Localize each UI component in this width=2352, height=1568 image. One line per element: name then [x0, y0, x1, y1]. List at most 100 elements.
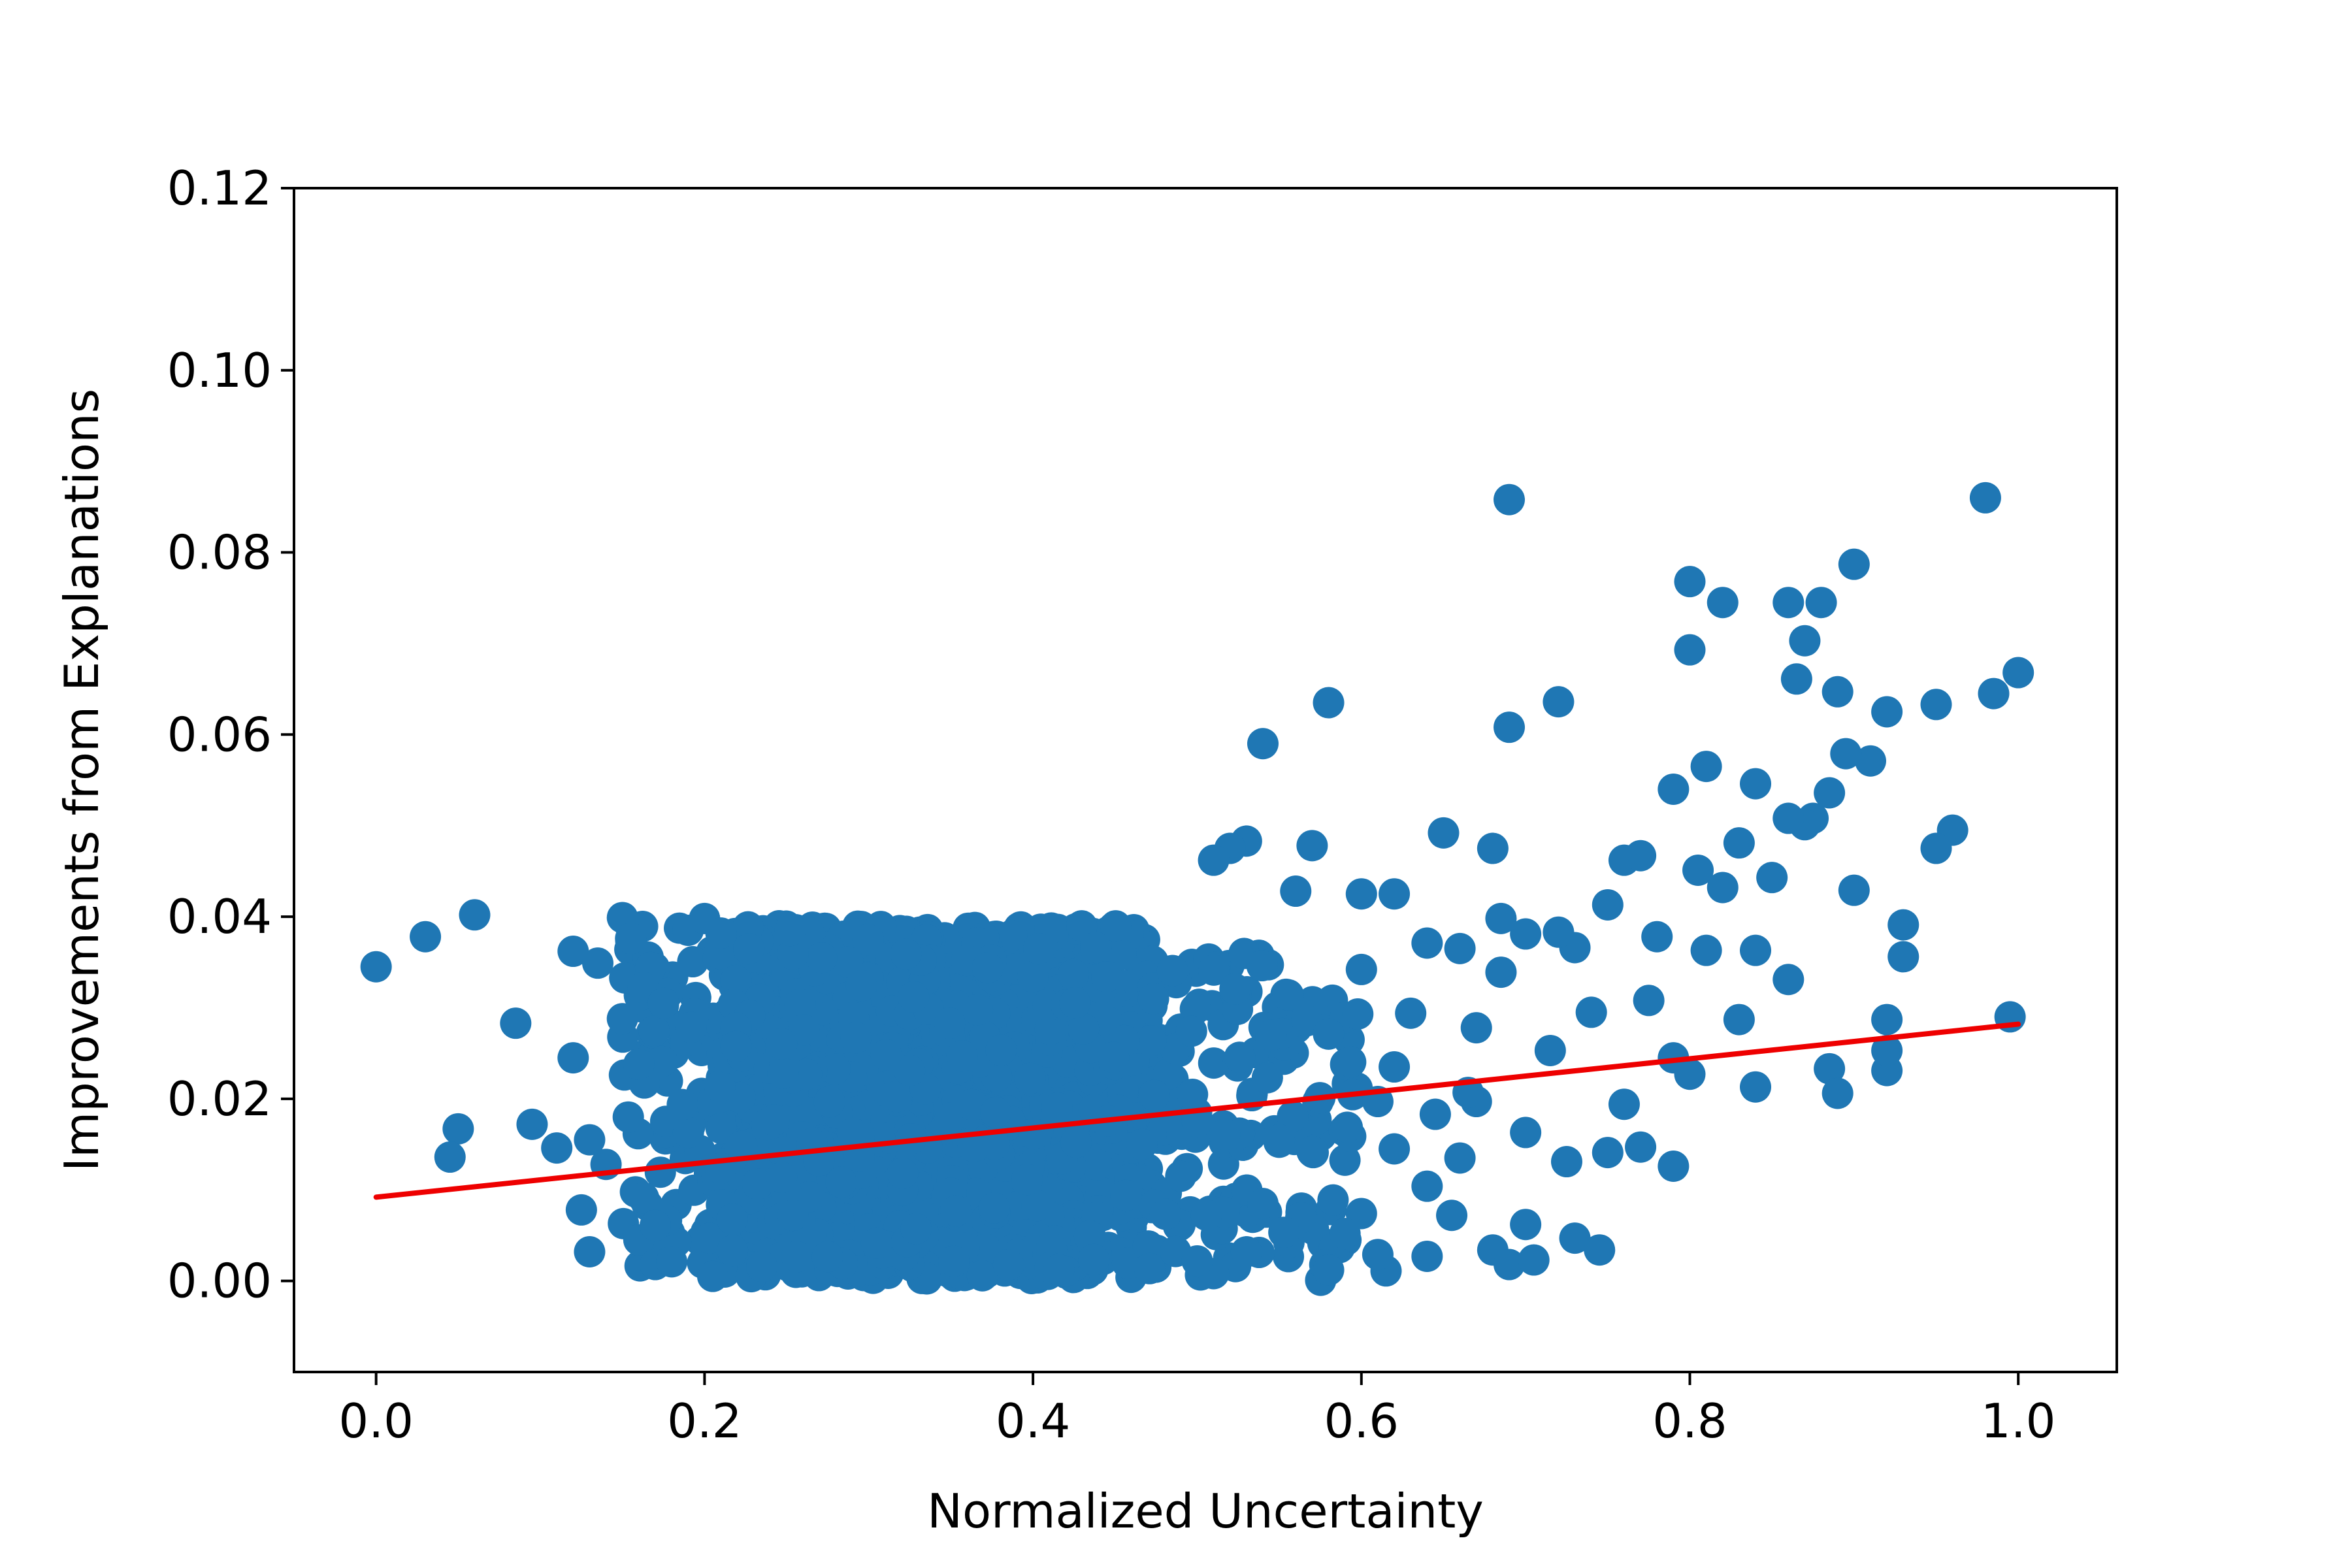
scatter-point — [582, 947, 613, 979]
scatter-point — [1814, 777, 1846, 809]
scatter-point — [1181, 1245, 1213, 1277]
scatter-point — [1494, 483, 1525, 515]
scatter-point — [1411, 927, 1443, 959]
scatter-point — [1608, 1088, 1640, 1120]
scatter-point — [1014, 1062, 1046, 1094]
scatter-point — [1633, 985, 1665, 1017]
scatter-point — [1313, 687, 1345, 719]
scatter-point — [840, 1022, 872, 1054]
scatter-point — [887, 1158, 919, 1190]
scatter-point — [1137, 983, 1169, 1015]
scatter-point — [1625, 1131, 1657, 1163]
scatter-point — [1740, 934, 1772, 966]
scatter-point — [777, 938, 809, 970]
scatter-point — [1411, 1240, 1443, 1272]
scatter-point — [459, 899, 491, 931]
x-axis: 0.0 0.2 0.4 0.6 0.8 1.0 — [338, 1372, 2055, 1448]
scatter-point — [1177, 1079, 1209, 1111]
scatter-point — [1477, 832, 1509, 864]
scatter-point — [1098, 1041, 1130, 1073]
scatter-point — [1411, 1170, 1443, 1202]
scatter-point — [1838, 548, 1870, 580]
scatter-point — [1255, 1019, 1287, 1051]
scatter-point — [957, 1130, 989, 1162]
scatter-point — [898, 981, 930, 1013]
scatter-point — [806, 942, 838, 974]
scatter-point — [646, 1045, 678, 1077]
scatter-point — [1156, 955, 1188, 987]
scatter-point — [1690, 751, 1722, 783]
x-tick-label: 0.6 — [1324, 1394, 1399, 1448]
scatter-point — [716, 1203, 748, 1235]
scatter-point — [1830, 738, 1862, 770]
scatter-point — [1805, 587, 1837, 619]
scatter-point — [1060, 1126, 1092, 1158]
scatter-point — [1436, 1200, 1468, 1232]
scatter-point — [1246, 950, 1278, 982]
scatter-point — [1740, 1071, 1772, 1103]
scatter-point — [1444, 1142, 1476, 1174]
scatter-point — [557, 936, 589, 968]
scatter-point — [1247, 1188, 1279, 1220]
trend-layer — [373, 1021, 2021, 1200]
scatter-point — [1682, 854, 1714, 886]
scatter-point — [1345, 878, 1377, 910]
scatter-point — [777, 1200, 809, 1232]
scatter-point — [516, 1108, 548, 1140]
scatter-point — [970, 1233, 1002, 1265]
scatter-point — [705, 1113, 737, 1145]
scatter-point — [1078, 1243, 1110, 1275]
scatter-point — [623, 1048, 655, 1080]
scatter-point — [1428, 817, 1460, 849]
scatter-point — [1641, 921, 1673, 953]
scatter-point — [985, 1034, 1017, 1066]
scatter-point — [746, 1250, 778, 1282]
scatter-point — [1345, 953, 1377, 985]
scatter-point — [1251, 1062, 1283, 1094]
scatter-point — [500, 1007, 532, 1039]
scatter-point — [1584, 1234, 1616, 1266]
scatter-point — [1313, 1018, 1345, 1050]
x-tick-label: 0.4 — [996, 1394, 1071, 1448]
scatter-point — [677, 946, 709, 978]
scatter-point — [1658, 1150, 1690, 1182]
scatter-point — [1165, 1160, 1197, 1192]
plot-frame — [293, 187, 2118, 1373]
scatter-point — [704, 1070, 736, 1102]
scatter-point — [1395, 997, 1427, 1029]
scatter-point — [1674, 566, 1706, 598]
scatter-point — [1081, 1149, 1113, 1181]
scatter-point — [1592, 1137, 1624, 1169]
scatter-point — [1296, 830, 1328, 862]
scatter-point — [615, 923, 647, 955]
scatter-point — [639, 1209, 671, 1241]
scatter-point — [766, 1161, 798, 1193]
scatter-point — [1198, 844, 1230, 876]
scatter-point — [733, 933, 765, 965]
scatter-point — [1920, 832, 1952, 864]
scatter-point — [1219, 973, 1251, 1005]
scatter-point — [1460, 1012, 1492, 1044]
scatter-point — [557, 1042, 589, 1074]
scatter-point — [1674, 1058, 1706, 1090]
scatter-point — [1280, 875, 1312, 907]
scatter-point — [962, 994, 994, 1026]
scatter-point — [860, 1227, 892, 1259]
scatter-point — [434, 1141, 466, 1173]
x-tick-label: 1.0 — [1981, 1394, 2056, 1448]
scatter-point — [1723, 1004, 1755, 1036]
trend-line — [373, 1021, 2021, 1200]
x-tick-label: 0.0 — [338, 1394, 414, 1448]
scatter-point — [894, 1054, 926, 1086]
scatter-point — [781, 1241, 813, 1273]
scatter-point — [1296, 1135, 1328, 1168]
y-tick-label: 0.12 — [167, 161, 272, 216]
scatter-point — [1126, 1128, 1158, 1160]
scatter-point — [1277, 1100, 1309, 1132]
scatter-point — [1023, 933, 1055, 965]
scatter-point — [1510, 918, 1542, 950]
scatter-point — [541, 1132, 573, 1164]
scatter-point — [978, 1192, 1010, 1224]
